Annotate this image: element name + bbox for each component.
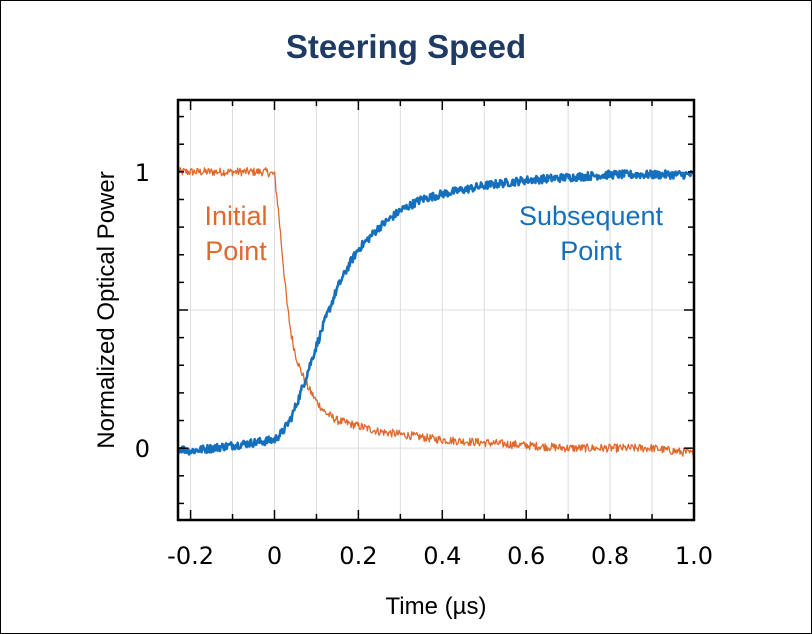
x-tick-label: 0.8 [591, 542, 629, 570]
plot-area-frame [176, 98, 696, 522]
series-line [177, 167, 695, 459]
series-annotations: Initial Point Subsequent Point [204, 201, 663, 266]
grid-lines [178, 100, 695, 520]
x-tick-label: 1.0 [675, 542, 713, 570]
x-tick-label: 0.2 [339, 542, 377, 570]
x-axis-label: Time (µs) [386, 593, 487, 620]
x-tick-label: 0.4 [423, 542, 461, 570]
annotation-label: Point [205, 236, 267, 266]
x-tick-label: 0.6 [507, 542, 545, 570]
x-tick-label: -0.2 [167, 542, 214, 570]
y-tick-label: 0 [135, 435, 150, 463]
x-tick-label: 0 [267, 542, 282, 570]
annotation-label: Initial [204, 201, 267, 231]
chart-title: Steering Speed [285, 28, 527, 65]
series-line [177, 169, 696, 456]
annotation-label: Point [560, 236, 622, 266]
series-lines [177, 167, 696, 459]
y-tick-label: 1 [135, 159, 150, 187]
y-axis-label: Normalized Optical Power [93, 171, 120, 448]
tick-labels: -0.2 0 0.2 0.4 0.6 0.8 1.0 0 1 [135, 159, 713, 570]
annotation-label: Subsequent [519, 201, 664, 231]
